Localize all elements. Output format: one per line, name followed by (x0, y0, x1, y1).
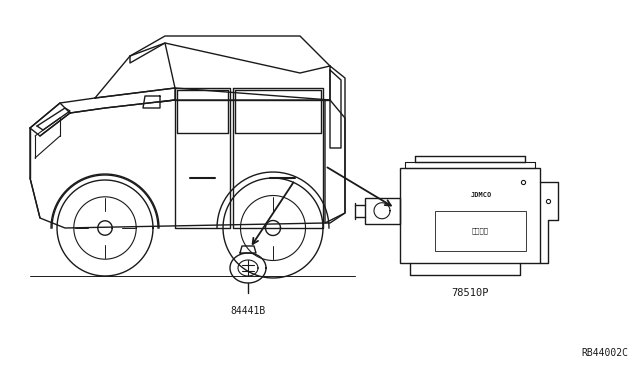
Text: JDMCO: JDMCO (470, 192, 492, 198)
Text: 84441B: 84441B (230, 306, 266, 316)
Bar (400, 168, 540, 263)
Bar (365, 198, 400, 224)
Text: RB44002C: RB44002C (581, 348, 628, 358)
Bar (435, 211, 526, 251)
Text: 78510P: 78510P (451, 288, 489, 298)
Text: 満车必备: 満车必备 (471, 227, 488, 234)
